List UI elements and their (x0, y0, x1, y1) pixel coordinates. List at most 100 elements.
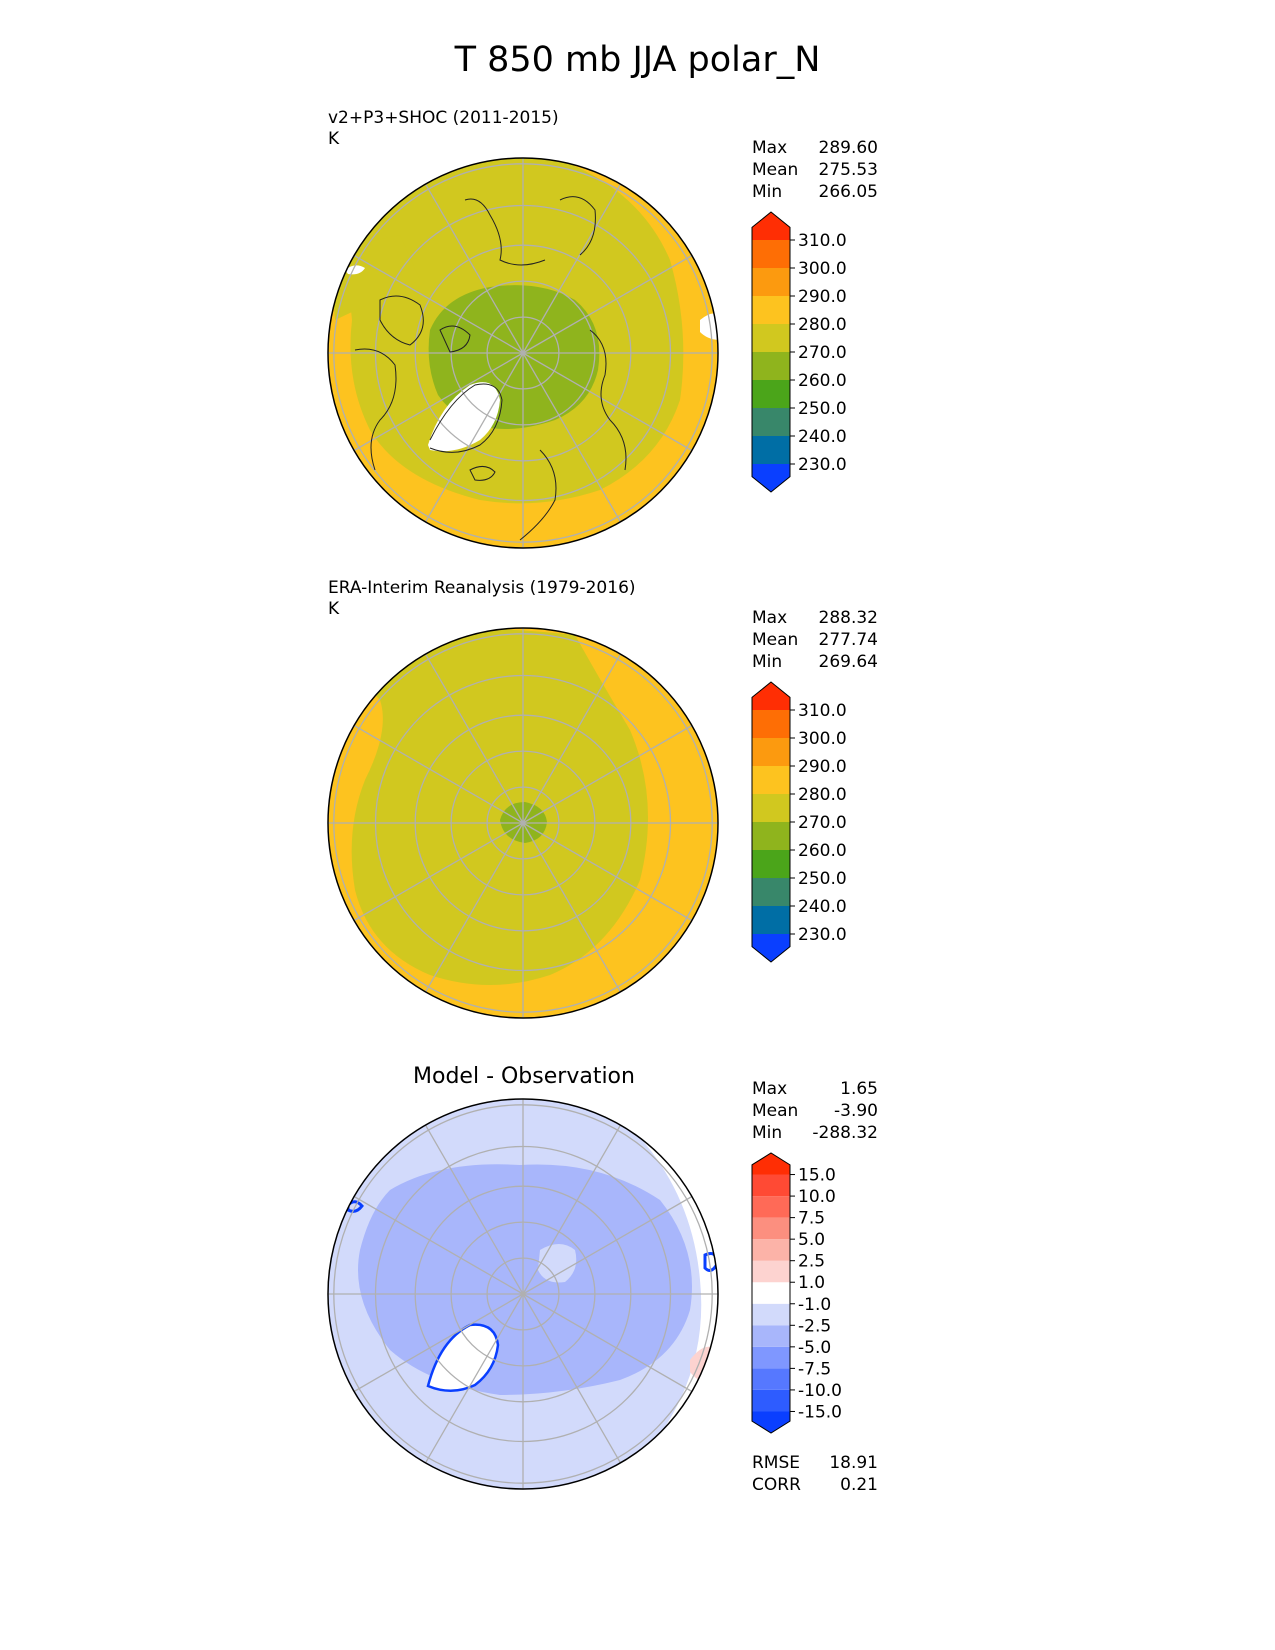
colorbar-swatch (752, 408, 790, 436)
colorbar-tick-label: 1.0 (798, 1273, 825, 1293)
colorbar-swatch (752, 1368, 790, 1390)
coastline (379, 295, 424, 346)
polar-grid-2 (327, 627, 719, 1019)
colorbar-swatch (752, 464, 790, 492)
meridian-line (522, 352, 622, 523)
coastline (429, 383, 503, 453)
colorbar-swatch (752, 324, 790, 352)
colorbar-tick-label: 290.0 (798, 287, 847, 307)
meridian-line (522, 653, 622, 824)
coastlines-1 (354, 196, 627, 541)
colorbar-tick-label: 15.0 (798, 1166, 836, 1186)
stat-value: -3.90 (834, 1101, 878, 1121)
colorbar-outline (751, 681, 791, 963)
colorbar-swatch (752, 212, 790, 240)
map-model (328, 158, 718, 548)
meridian-line (353, 1195, 524, 1295)
colorbar-swatch (752, 1411, 790, 1433)
missing-greenland (428, 382, 500, 452)
colorbar-swatch (752, 436, 790, 464)
stat-value: 269.64 (818, 652, 878, 672)
panel2-label: ERA-Interim Reanalysis (1979-2016) K (328, 578, 636, 620)
contour-blue-west (346, 1200, 364, 1213)
colorbar-1: 230.0 240.0 250.0 260.0 270.0 280.0 290.0 300.0… (751, 211, 847, 493)
colorbar-tick-label: 2.5 (798, 1252, 825, 1272)
stat-label: Max (752, 608, 788, 628)
colorbar-tick-label: 300.0 (798, 729, 847, 749)
stat-value: -288.32 (812, 1123, 878, 1143)
polar-grid-1 (327, 157, 719, 549)
colorbar-tick-label: 5.0 (798, 1230, 825, 1250)
meridian-line (522, 724, 693, 824)
colorbar-tick-label: -10.0 (798, 1381, 842, 1401)
figure-title: T 850 mb JJA polar_N (454, 40, 821, 80)
metric-value: 0.21 (840, 1475, 878, 1495)
panel1-label: v2+P3+SHOC (2011-2015) K (328, 108, 559, 150)
stat-label: Max (752, 1079, 788, 1099)
colorbar-swatch (752, 878, 790, 906)
meridian-line (353, 254, 524, 354)
colorbar-tick-label: 280.0 (798, 785, 847, 805)
colorbar-tick-label: 7.5 (798, 1209, 825, 1229)
map-obs (328, 628, 718, 1018)
colorbar-tick-label: 280.0 (798, 315, 847, 335)
colorbar-tick-label: -1.0 (798, 1295, 831, 1315)
colorbar-swatch (752, 380, 790, 408)
colorbar-swatch (752, 822, 790, 850)
map-boundary (327, 157, 719, 549)
coastline (469, 466, 496, 481)
meridian-line (424, 352, 524, 523)
colorbar-swatch (752, 1153, 790, 1175)
panel2-case-name: ERA-Interim Reanalysis (1979-2016) (328, 578, 636, 598)
colorbar-tick-label: 250.0 (798, 399, 847, 419)
colorbar-tick-label: 250.0 (798, 869, 847, 889)
map-boundary (327, 627, 719, 1019)
colorbar-swatch (752, 1217, 790, 1240)
colorbar-swatch (752, 738, 790, 766)
colorbar-3: -15.0-10.0-7.5-5.0-2.5-1.01.02.55.07.510… (751, 1152, 842, 1434)
panel3-title: Model - Observation (413, 1064, 635, 1089)
map-boundary (327, 1098, 719, 1490)
colorbar-swatch (752, 934, 790, 962)
metric-value: 18.91 (829, 1453, 878, 1473)
meridian-line (522, 183, 622, 354)
panel1-case-name: v2+P3+SHOC (2011-2015) (328, 108, 559, 128)
colorbar-swatch (752, 682, 790, 710)
stat-value: 266.05 (818, 182, 878, 202)
meridian-line (522, 1195, 693, 1295)
meridian-line (522, 1293, 693, 1393)
colorbar-outline (751, 1152, 791, 1434)
map-diff (328, 1099, 718, 1489)
panel1-stats: Max 289.60 Mean 275.53 Min 266.05 (752, 137, 878, 203)
colorbar-tick-label: 260.0 (798, 841, 847, 861)
colorbar-swatch (752, 906, 790, 934)
meridian-line (522, 1293, 622, 1464)
colorbar-tick-label: 270.0 (798, 343, 847, 363)
colorbar-swatch (752, 1389, 790, 1412)
colorbar-tick-label: 300.0 (798, 259, 847, 279)
colorbar-tick-label: 260.0 (798, 371, 847, 391)
meridian-line (424, 1293, 524, 1464)
colorbar-tick-label: 230.0 (798, 925, 847, 945)
colorbar-2: 230.0 240.0 250.0 260.0 270.0 280.0 290.0 300.0… (751, 681, 847, 963)
field-diff-minus2_5-minus5 (358, 1164, 692, 1395)
panel3-metrics: RMSE 18.91 CORR 0.21 (752, 1452, 878, 1496)
stat-label: Mean (752, 160, 799, 180)
colorbar-swatch (752, 352, 790, 380)
colorbar-swatch (752, 794, 790, 822)
stat-label: Min (752, 1123, 783, 1143)
stat-value: 277.74 (818, 630, 878, 650)
colorbar-tick-label: -15.0 (798, 1402, 842, 1422)
coastline (439, 325, 471, 353)
colorbar-tick-label: 290.0 (798, 757, 847, 777)
meridian-line (353, 724, 524, 824)
missing-greenland (426, 1323, 500, 1392)
meridian-line (424, 183, 524, 354)
metric-label: RMSE (752, 1453, 801, 1473)
stat-value: 288.32 (818, 608, 878, 628)
colorbar-swatch (752, 850, 790, 878)
stat-label: Min (752, 182, 783, 202)
coastline (589, 329, 627, 471)
meridian-line (353, 1293, 524, 1393)
